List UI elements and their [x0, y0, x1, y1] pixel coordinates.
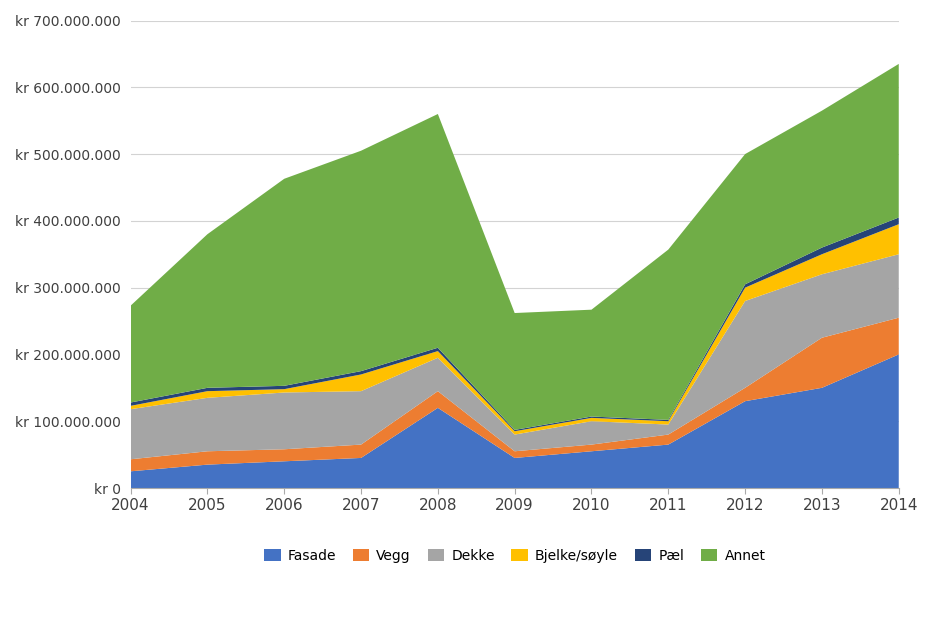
Legend: Fasade, Vegg, Dekke, Bjelke/søyle, Pæl, Annet: Fasade, Vegg, Dekke, Bjelke/søyle, Pæl, …	[257, 542, 773, 570]
